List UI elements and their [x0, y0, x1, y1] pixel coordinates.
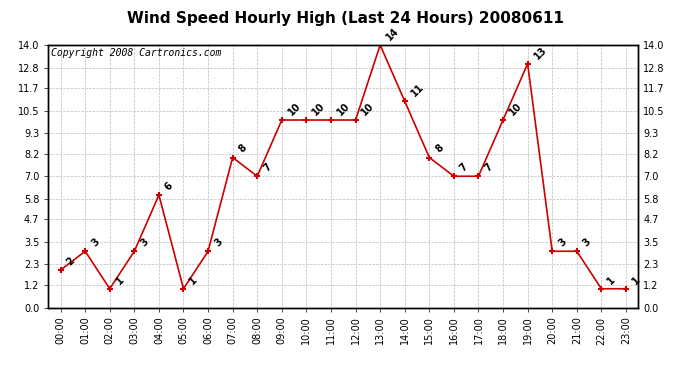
- Text: 7: 7: [482, 162, 495, 174]
- Text: 3: 3: [139, 237, 150, 249]
- Text: 7: 7: [262, 162, 273, 174]
- Text: 10: 10: [335, 100, 352, 117]
- Text: 3: 3: [556, 237, 569, 249]
- Text: 3: 3: [89, 237, 101, 249]
- Text: 10: 10: [359, 100, 376, 117]
- Text: 1: 1: [188, 274, 199, 286]
- Text: 2: 2: [65, 255, 77, 267]
- Text: 10: 10: [507, 100, 524, 117]
- Text: 7: 7: [458, 162, 470, 174]
- Text: 14: 14: [384, 26, 401, 42]
- Text: 1: 1: [630, 274, 642, 286]
- Text: Wind Speed Hourly High (Last 24 Hours) 20080611: Wind Speed Hourly High (Last 24 Hours) 2…: [126, 11, 564, 26]
- Text: 8: 8: [433, 143, 446, 155]
- Text: Copyright 2008 Cartronics.com: Copyright 2008 Cartronics.com: [51, 48, 221, 58]
- Text: 1: 1: [114, 274, 126, 286]
- Text: 3: 3: [581, 237, 593, 249]
- Text: 13: 13: [532, 44, 549, 61]
- Text: 8: 8: [237, 143, 249, 155]
- Text: 10: 10: [310, 100, 327, 117]
- Text: 11: 11: [409, 82, 426, 99]
- Text: 3: 3: [213, 237, 224, 249]
- Text: 6: 6: [163, 180, 175, 192]
- Text: 1: 1: [606, 274, 618, 286]
- Text: 10: 10: [286, 100, 303, 117]
